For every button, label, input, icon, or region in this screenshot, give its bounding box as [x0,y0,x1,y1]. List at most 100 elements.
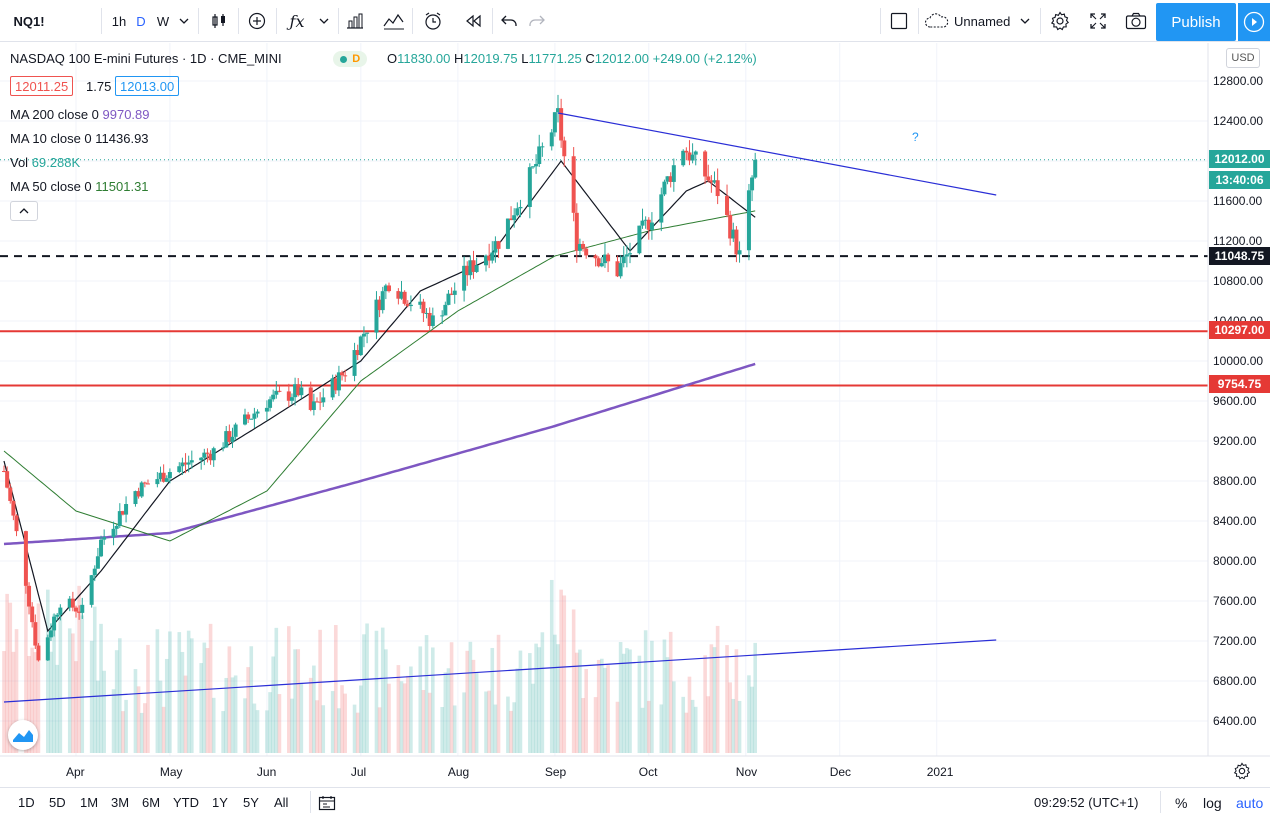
volume-bar [668,631,673,753]
range-button-ytd[interactable]: YTD [173,795,199,810]
volume-bar [528,653,532,753]
volume-bar [227,646,232,753]
expand-icon[interactable] [1084,0,1112,42]
range-button-1y[interactable]: 1Y [212,795,228,810]
candle [139,481,144,499]
range-button-5y[interactable]: 5Y [243,795,259,810]
range-button-1m[interactable]: 1M [80,795,99,810]
last-price-text: 12012.00 [1214,152,1265,166]
replay-icon[interactable] [460,0,486,42]
indicator-vol[interactable]: Vol 69.288K [10,155,80,170]
horizontal-levels[interactable] [0,159,1208,387]
symbol-search-button[interactable]: NQ1! [0,0,58,42]
level-badge-1: 11048.75 [1209,247,1270,265]
volume-bar [421,690,426,753]
candle [731,222,736,243]
log-scale-button[interactable]: log [1203,795,1222,811]
trend-line[interactable] [557,112,997,196]
layout-menu-button[interactable]: Unnamed [924,0,1036,42]
volume-bar [67,628,72,753]
legend-collapse-button[interactable] [10,201,38,221]
candle [289,393,294,405]
range-button-6m[interactable]: 6M [142,795,161,810]
candle [343,369,348,382]
indicator-ma200[interactable]: MA 200 close 0 9970.89 [10,107,150,122]
play-icon[interactable] [1238,3,1270,41]
indicator-ma10[interactable]: MA 10 close 0 11436.93 [10,131,149,146]
range-button-5d[interactable]: 5D [49,795,66,810]
publish-button[interactable]: Publish [1156,3,1236,41]
chevron-down-icon[interactable] [176,0,192,42]
trend-line[interactable] [3,639,997,703]
financials-icon[interactable] [342,0,368,42]
volume-bar [233,675,238,753]
separator [1160,791,1161,813]
camera-icon[interactable] [1122,0,1150,42]
candle [386,282,391,293]
ma200-line[interactable] [3,362,756,546]
alert-clock-icon[interactable] [420,0,446,42]
volume-bar [36,603,41,753]
delayed-badge: D [352,53,361,65]
range-button-3m[interactable]: 3M [111,795,130,810]
templates-icon[interactable] [381,0,407,42]
volume-bar [615,701,620,753]
candle [640,208,645,229]
market-status-badge[interactable]: D [333,51,367,67]
redo-icon[interactable] [524,0,550,42]
volume-bar [715,625,720,753]
ma50-line[interactable] [3,210,756,542]
candle [8,483,13,504]
level-badge-2: 10297.00 [1209,321,1270,339]
gear-icon[interactable] [1046,0,1074,42]
question-annotation[interactable]: ? [912,130,919,144]
time-tick-label: Dec [829,765,852,779]
volume-bar [684,712,689,753]
buy-price-button[interactable]: 12013.00 [115,76,180,96]
separator [492,8,493,34]
price-tick-label: 12400.00 [1213,114,1264,128]
sell-price-button[interactable]: 12011.25 [10,76,74,96]
candle [89,574,94,608]
interval-w-button[interactable]: W [153,0,173,42]
undo-icon[interactable] [496,0,522,42]
chart-settings-gear-icon[interactable] [1233,762,1251,783]
clock-timezone[interactable]: 09:29:52 (UTC+1) [1034,795,1138,810]
price-chart[interactable]: ? [0,43,1270,787]
volume-bar [728,682,732,753]
volume-bar [221,711,225,753]
close-label: C [585,51,595,66]
candle [443,301,448,316]
compare-add-icon[interactable] [244,0,270,42]
fullscreen-square-icon[interactable] [886,0,912,42]
candle [662,179,667,197]
interval-d-button[interactable]: D [132,0,150,42]
tradingview-logo-icon[interactable] [8,720,38,750]
candles-icon[interactable] [206,0,232,42]
candle [537,134,542,167]
volume-bar [5,593,9,753]
candle [255,409,260,418]
volume-bar [230,677,235,753]
indicator-ma50[interactable]: MA 50 close 0 11501.31 [10,179,149,194]
range-button-all[interactable]: All [274,795,289,810]
candle [725,184,730,218]
interval-1h-button[interactable]: 1h [108,0,130,42]
candle [405,300,410,308]
candle [365,332,370,344]
goto-date-icon[interactable] [318,795,336,814]
range-button-1d[interactable]: 1D [18,795,35,810]
volume-bar [340,685,344,753]
candle [746,183,751,261]
currency-badge[interactable]: USD [1226,48,1260,68]
indicators-fx-icon[interactable]: ƒx [289,11,305,31]
auto-scale-button[interactable]: auto [1236,795,1263,811]
volume-bar [562,595,567,753]
candle [2,465,6,473]
percent-scale-button[interactable]: % [1175,795,1187,811]
chevron-down-icon[interactable] [316,0,332,42]
candle [92,565,97,582]
volume-bar [643,630,648,753]
volume-bar [405,675,410,753]
trend-lines[interactable] [3,112,997,703]
